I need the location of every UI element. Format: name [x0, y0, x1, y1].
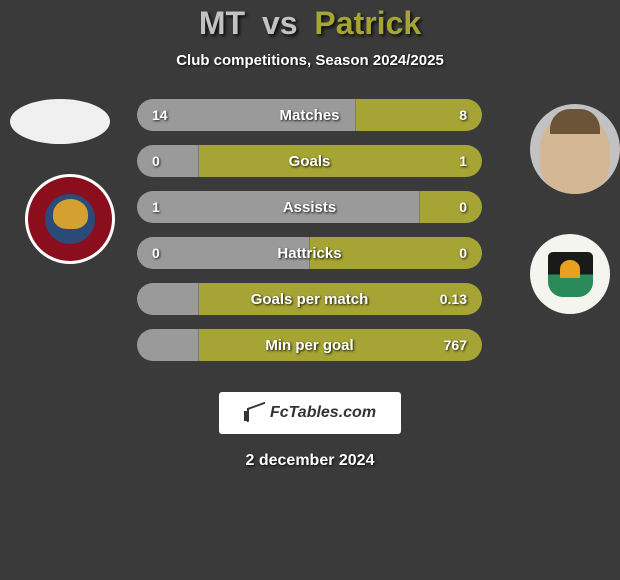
comparison-card: MT vs Patrick Club competitions, Season … — [0, 0, 620, 580]
stat-row-hattricks: 0 Hattricks 0 — [137, 237, 482, 269]
player1-avatar — [10, 99, 110, 144]
shield-icon — [548, 252, 593, 297]
eagle-icon — [53, 199, 88, 229]
stat-row-matches: 14 Matches 8 — [137, 99, 482, 131]
stat-label: Goals per match — [251, 291, 369, 308]
stat-row-mpg: Min per goal 767 — [137, 329, 482, 361]
stat-right-value: 0 — [432, 199, 467, 215]
stat-row-gpm: Goals per match 0.13 — [137, 283, 482, 315]
stat-content: 1 Assists 0 — [137, 191, 482, 223]
stat-label: Goals — [289, 153, 331, 170]
vs-text: vs — [262, 5, 298, 41]
player-face-icon — [540, 114, 610, 194]
stat-content: 14 Matches 8 — [137, 99, 482, 131]
fctables-icon — [244, 405, 264, 421]
main-area: 14 Matches 8 0 Goals 1 — [0, 99, 620, 379]
stat-right-value: 0.13 — [432, 291, 467, 307]
player1-club-badge — [25, 174, 115, 264]
stat-content: Goals per match 0.13 — [137, 283, 482, 315]
stat-content: 0 Goals 1 — [137, 145, 482, 177]
stat-left-value: 0 — [152, 153, 187, 169]
stat-label: Assists — [283, 199, 336, 216]
stat-left-value: 14 — [152, 107, 187, 123]
stat-content: Min per goal 767 — [137, 329, 482, 361]
stat-right-value: 8 — [432, 107, 467, 123]
stat-right-value: 0 — [432, 245, 467, 261]
badge-inner — [45, 194, 95, 244]
stat-row-assists: 1 Assists 0 — [137, 191, 482, 223]
attribution-text: FcTables.com — [270, 404, 376, 422]
subtitle: Club competitions, Season 2024/2025 — [176, 52, 444, 69]
stats-list: 14 Matches 8 0 Goals 1 — [137, 99, 482, 361]
player2-avatar — [530, 104, 620, 194]
stat-row-goals: 0 Goals 1 — [137, 145, 482, 177]
stat-label: Hattricks — [277, 245, 341, 262]
stat-left-value: 1 — [152, 199, 187, 215]
stat-right-value: 767 — [432, 337, 467, 353]
attribution-badge: FcTables.com — [219, 392, 401, 434]
player2-club-badge — [530, 234, 610, 314]
stat-right-value: 1 — [432, 153, 467, 169]
date: 2 december 2024 — [246, 452, 375, 470]
player1-name: MT — [199, 5, 245, 41]
stat-label: Min per goal — [265, 337, 353, 354]
title: MT vs Patrick — [199, 5, 421, 42]
stat-label: Matches — [279, 107, 339, 124]
stat-content: 0 Hattricks 0 — [137, 237, 482, 269]
player2-name: Patrick — [314, 5, 421, 41]
stat-left-value: 0 — [152, 245, 187, 261]
